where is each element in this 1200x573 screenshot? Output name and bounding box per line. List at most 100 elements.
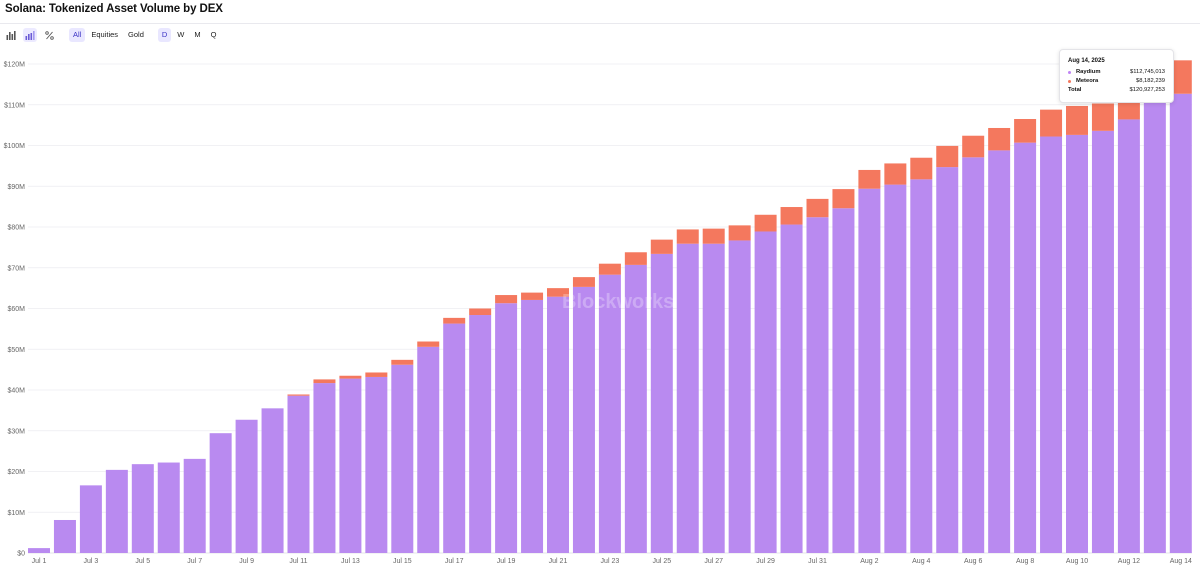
bar-raydium-aug-3[interactable] — [884, 184, 907, 553]
bar-raydium-aug-6[interactable] — [962, 157, 985, 553]
tooltip-row-meteora: Meteora $8,182,239 — [1068, 77, 1165, 85]
bar-meteora-jul-30[interactable] — [780, 207, 803, 225]
bar-meteora-jul-12[interactable] — [313, 379, 336, 384]
bar-meteora-jul-13[interactable] — [339, 375, 362, 379]
bar-meteora-aug-5[interactable] — [936, 145, 959, 168]
bar-raydium-jul-26[interactable] — [676, 243, 699, 553]
bar-raydium-jul-27[interactable] — [702, 243, 725, 553]
bar-raydium-aug-14[interactable] — [1169, 93, 1192, 553]
x-tick-label: Jul 29 — [756, 558, 775, 565]
bar-meteora-aug-10[interactable] — [1066, 105, 1088, 135]
bar-meteora-jul-23[interactable] — [598, 263, 621, 275]
bar-meteora-jul-26[interactable] — [676, 229, 699, 244]
bar-meteora-aug-6[interactable] — [962, 135, 985, 158]
filter-equities-button[interactable]: Equities — [91, 30, 119, 39]
bar-raydium-jul-13[interactable] — [339, 378, 362, 553]
stacked-bar-icon[interactable] — [23, 28, 37, 42]
bar-raydium-aug-5[interactable] — [936, 167, 959, 553]
bar-raydium-jul-24[interactable] — [624, 264, 647, 553]
x-tick-label: Aug 12 — [1118, 558, 1140, 565]
interval-quarterly-button[interactable]: Q — [210, 30, 217, 39]
bar-raydium-jul-22[interactable] — [572, 286, 595, 553]
bar-meteora-aug-3[interactable] — [884, 163, 907, 185]
x-tick-label: Jul 3 — [84, 558, 99, 565]
bar-raydium-jul-16[interactable] — [417, 346, 440, 553]
bar-chart-icon[interactable] — [4, 28, 18, 42]
bar-raydium-jul-14[interactable] — [365, 376, 388, 553]
bar-meteora-jul-18[interactable] — [469, 308, 492, 316]
bar-meteora-jul-11[interactable] — [287, 394, 310, 396]
tooltip-total-label: Total — [1068, 87, 1082, 93]
bar-meteora-jul-29[interactable] — [754, 214, 777, 232]
bar-raydium-aug-12[interactable] — [1117, 119, 1140, 554]
bar-raydium-aug-11[interactable] — [1091, 130, 1114, 553]
interval-monthly-button[interactable]: M — [194, 30, 201, 39]
bar-raydium-aug-13[interactable] — [1143, 102, 1166, 554]
bar-raydium-jul-23[interactable] — [598, 274, 621, 553]
bar-raydium-aug-7[interactable] — [988, 150, 1011, 553]
bar-raydium-jul-1[interactable] — [28, 548, 50, 553]
interval-weekly-button[interactable]: W — [177, 30, 185, 39]
x-tick-label: Jul 15 — [393, 558, 412, 565]
bar-raydium-jul-28[interactable] — [728, 240, 751, 553]
bar-meteora-jul-20[interactable] — [521, 292, 544, 300]
bar-meteora-aug-8[interactable] — [1014, 119, 1037, 143]
bar-raydium-jul-15[interactable] — [391, 364, 414, 553]
bar-raydium-jul-21[interactable] — [547, 296, 569, 553]
bar-raydium-aug-2[interactable] — [858, 188, 881, 553]
bar-meteora-jul-28[interactable] — [728, 225, 751, 241]
x-tick-label: Aug 4 — [912, 558, 930, 565]
bar-raydium-jul-20[interactable] — [521, 299, 544, 553]
interval-daily-button[interactable]: D — [157, 28, 172, 42]
x-tick-label: Jul 21 — [549, 558, 568, 565]
bar-raydium-jul-10[interactable] — [261, 408, 284, 553]
bar-meteora-jul-27[interactable] — [702, 228, 725, 244]
bar-raydium-jul-9[interactable] — [235, 419, 258, 553]
bar-raydium-jul-8[interactable] — [209, 433, 232, 553]
bar-meteora-jul-21[interactable] — [547, 288, 569, 297]
bar-meteora-jul-19[interactable] — [495, 295, 518, 304]
bar-raydium-jul-17[interactable] — [443, 323, 466, 553]
filter-gold-button[interactable]: Gold — [128, 30, 144, 39]
bar-meteora-jul-14[interactable] — [365, 372, 388, 377]
bar-raydium-aug-4[interactable] — [910, 179, 933, 553]
bar-meteora-aug-1[interactable] — [832, 189, 855, 209]
bar-meteora-aug-9[interactable] — [1040, 109, 1063, 137]
percent-icon[interactable] — [42, 28, 56, 42]
bar-raydium-jul-3[interactable] — [79, 485, 102, 553]
bar-meteora-jul-22[interactable] — [572, 277, 595, 287]
bar-meteora-jul-15[interactable] — [391, 359, 414, 365]
bar-meteora-jul-25[interactable] — [650, 239, 673, 254]
bar-raydium-jul-11[interactable] — [287, 395, 310, 553]
bar-raydium-jul-4[interactable] — [105, 469, 128, 553]
y-tick-label: $70M — [7, 265, 25, 272]
bar-raydium-jul-5[interactable] — [131, 464, 154, 553]
bar-raydium-jul-7[interactable] — [183, 458, 206, 553]
x-tick-label: Jul 19 — [497, 558, 516, 565]
bar-meteora-aug-11[interactable] — [1091, 103, 1114, 131]
bar-raydium-jul-19[interactable] — [495, 303, 518, 553]
bar-raydium-jul-12[interactable] — [313, 383, 336, 553]
bar-meteora-aug-4[interactable] — [910, 157, 933, 180]
bar-raydium-aug-9[interactable] — [1040, 136, 1063, 553]
bar-raydium-aug-1[interactable] — [832, 208, 855, 553]
bar-meteora-aug-14[interactable] — [1169, 60, 1192, 94]
bar-raydium-jul-2[interactable] — [53, 519, 76, 553]
bar-meteora-jul-17[interactable] — [443, 317, 466, 324]
bar-raydium-aug-8[interactable] — [1014, 142, 1037, 553]
bar-meteora-aug-2[interactable] — [858, 169, 881, 189]
bar-raydium-jul-30[interactable] — [780, 224, 803, 553]
bar-raydium-jul-31[interactable] — [806, 217, 829, 553]
bar-raydium-jul-6[interactable] — [157, 462, 180, 553]
bar-meteora-aug-7[interactable] — [988, 127, 1011, 151]
bar-raydium-aug-10[interactable] — [1066, 134, 1088, 553]
bar-raydium-jul-18[interactable] — [469, 315, 492, 553]
tooltip-label: Meteora — [1076, 78, 1099, 84]
bar-raydium-jul-29[interactable] — [754, 231, 777, 554]
filter-all-button[interactable]: All — [69, 28, 86, 42]
meteora-swatch-icon — [1068, 79, 1071, 83]
bar-meteora-jul-16[interactable] — [417, 341, 440, 347]
bar-meteora-jul-24[interactable] — [624, 252, 647, 265]
bar-raydium-jul-25[interactable] — [650, 253, 673, 553]
bar-meteora-jul-31[interactable] — [806, 198, 829, 218]
